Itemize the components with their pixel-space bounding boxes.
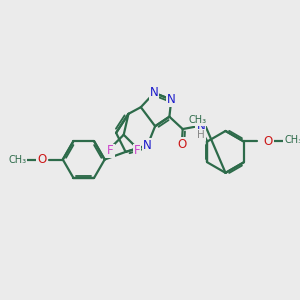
Text: F: F: [134, 145, 140, 158]
Text: N: N: [196, 120, 205, 133]
Text: CH₃: CH₃: [8, 154, 26, 164]
Text: F: F: [107, 145, 114, 158]
Text: O: O: [37, 153, 46, 166]
Text: O: O: [264, 135, 273, 148]
Text: H: H: [197, 130, 205, 140]
Text: O: O: [177, 138, 186, 151]
Text: CH₃: CH₃: [284, 136, 300, 146]
Text: N: N: [167, 93, 176, 106]
Text: N: N: [150, 86, 158, 99]
Text: N: N: [143, 139, 152, 152]
Text: CH₃: CH₃: [189, 116, 207, 125]
